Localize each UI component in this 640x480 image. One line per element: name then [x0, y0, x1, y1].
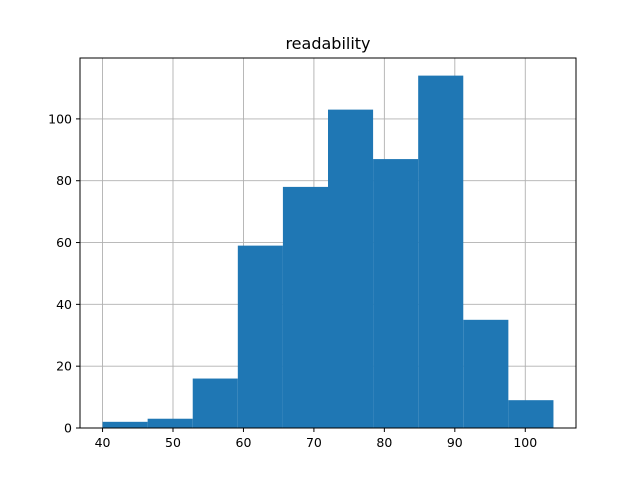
- y-tick-label: 20: [56, 359, 72, 374]
- y-tick-label: 80: [56, 173, 72, 188]
- histogram-bar: [373, 159, 419, 428]
- histogram-bar: [463, 319, 509, 428]
- x-tick-label: 80: [376, 435, 392, 450]
- x-tick-label: 50: [165, 435, 181, 450]
- y-tick-label: 100: [48, 111, 72, 126]
- axes: 40 50 60 70 80 90 100 0 20 40 60 80 100: [48, 57, 577, 450]
- x-tick-label: 60: [236, 435, 252, 450]
- y-tick-label: 0: [64, 421, 72, 436]
- histogram-bar: [102, 421, 148, 428]
- histogram-bar: [508, 400, 554, 428]
- x-tick-label: 90: [447, 435, 463, 450]
- histogram-bars: [102, 75, 554, 428]
- histogram-bar: [328, 109, 374, 428]
- y-tick-label: 60: [56, 235, 72, 250]
- y-tick-label: 40: [56, 297, 72, 312]
- chart-title: readability: [285, 34, 370, 53]
- x-tick-label: 70: [306, 435, 322, 450]
- histogram-bar: [237, 245, 283, 428]
- histogram-bar: [192, 378, 238, 428]
- x-tick-label: 100: [513, 435, 537, 450]
- histogram-bar: [282, 186, 328, 428]
- histogram-bar: [147, 418, 193, 428]
- histogram-bar: [418, 75, 464, 428]
- x-tick-label: 40: [95, 435, 111, 450]
